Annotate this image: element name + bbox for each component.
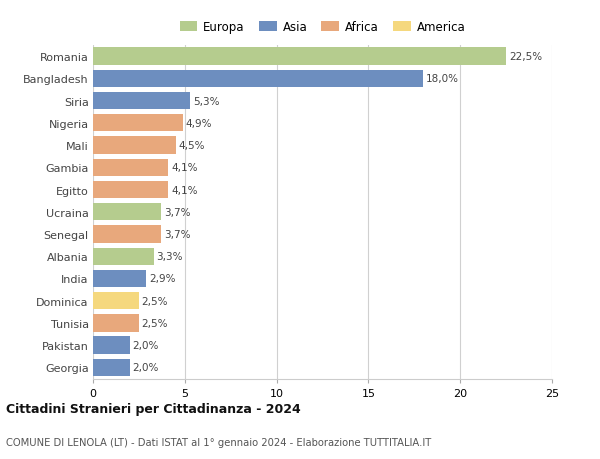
Bar [93, 359, 130, 376]
Text: 2,9%: 2,9% [149, 274, 175, 284]
Bar [93, 248, 154, 265]
Text: 4,9%: 4,9% [186, 118, 212, 129]
Text: 2,5%: 2,5% [142, 296, 168, 306]
Text: 4,5%: 4,5% [178, 141, 205, 151]
Text: 18,0%: 18,0% [426, 74, 459, 84]
Text: 2,0%: 2,0% [133, 363, 159, 373]
Text: 4,1%: 4,1% [171, 163, 197, 173]
Bar [93, 48, 506, 66]
Bar [93, 270, 146, 287]
Bar [93, 226, 161, 243]
Bar [93, 337, 130, 354]
Bar [93, 159, 168, 177]
Bar [93, 115, 183, 132]
Text: 4,1%: 4,1% [171, 185, 197, 195]
Bar [93, 71, 424, 88]
Text: 3,7%: 3,7% [164, 207, 190, 217]
Bar [93, 204, 161, 221]
Text: 2,0%: 2,0% [133, 341, 159, 350]
Bar [93, 93, 190, 110]
Text: 3,3%: 3,3% [157, 252, 183, 262]
Text: Cittadini Stranieri per Cittadinanza - 2024: Cittadini Stranieri per Cittadinanza - 2… [6, 403, 301, 415]
Bar [93, 292, 139, 310]
Bar [93, 137, 176, 154]
Text: 5,3%: 5,3% [193, 96, 220, 106]
Text: COMUNE DI LENOLA (LT) - Dati ISTAT al 1° gennaio 2024 - Elaborazione TUTTITALIA.: COMUNE DI LENOLA (LT) - Dati ISTAT al 1°… [6, 437, 431, 448]
Text: 22,5%: 22,5% [509, 52, 542, 62]
Bar [93, 181, 168, 199]
Text: 2,5%: 2,5% [142, 318, 168, 328]
Legend: Europa, Asia, Africa, America: Europa, Asia, Africa, America [177, 18, 468, 36]
Text: 3,7%: 3,7% [164, 230, 190, 240]
Bar [93, 314, 139, 332]
